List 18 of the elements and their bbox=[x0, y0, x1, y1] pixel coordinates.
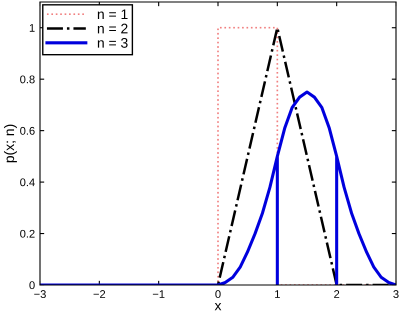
y-tick-label: 0.2 bbox=[20, 230, 35, 238]
y-tick-label: 0.4 bbox=[20, 178, 35, 186]
x-axis-title: x bbox=[214, 302, 222, 310]
x-tick-label: 3 bbox=[393, 290, 399, 298]
x-tick-label: 1 bbox=[275, 290, 280, 298]
x-tick-label: 0 bbox=[215, 290, 221, 298]
legend-label: n = 1 bbox=[98, 9, 128, 20]
y-tick-label: 0 bbox=[29, 281, 35, 290]
x-tick-label: −1 bbox=[152, 290, 164, 298]
legend-label: n = 3 bbox=[98, 38, 128, 48]
y-tick-label: 0.6 bbox=[20, 126, 35, 135]
y-tick-label: 0.8 bbox=[20, 75, 35, 84]
x-tick-label: 2 bbox=[334, 290, 340, 298]
x-tick-label: −3 bbox=[34, 290, 46, 298]
y-tick-label: 1 bbox=[30, 24, 35, 32]
x-tick-label: −2 bbox=[94, 290, 106, 298]
y-axis-title: p(x; n) bbox=[4, 124, 17, 162]
legend-label: n = 2 bbox=[98, 24, 128, 34]
